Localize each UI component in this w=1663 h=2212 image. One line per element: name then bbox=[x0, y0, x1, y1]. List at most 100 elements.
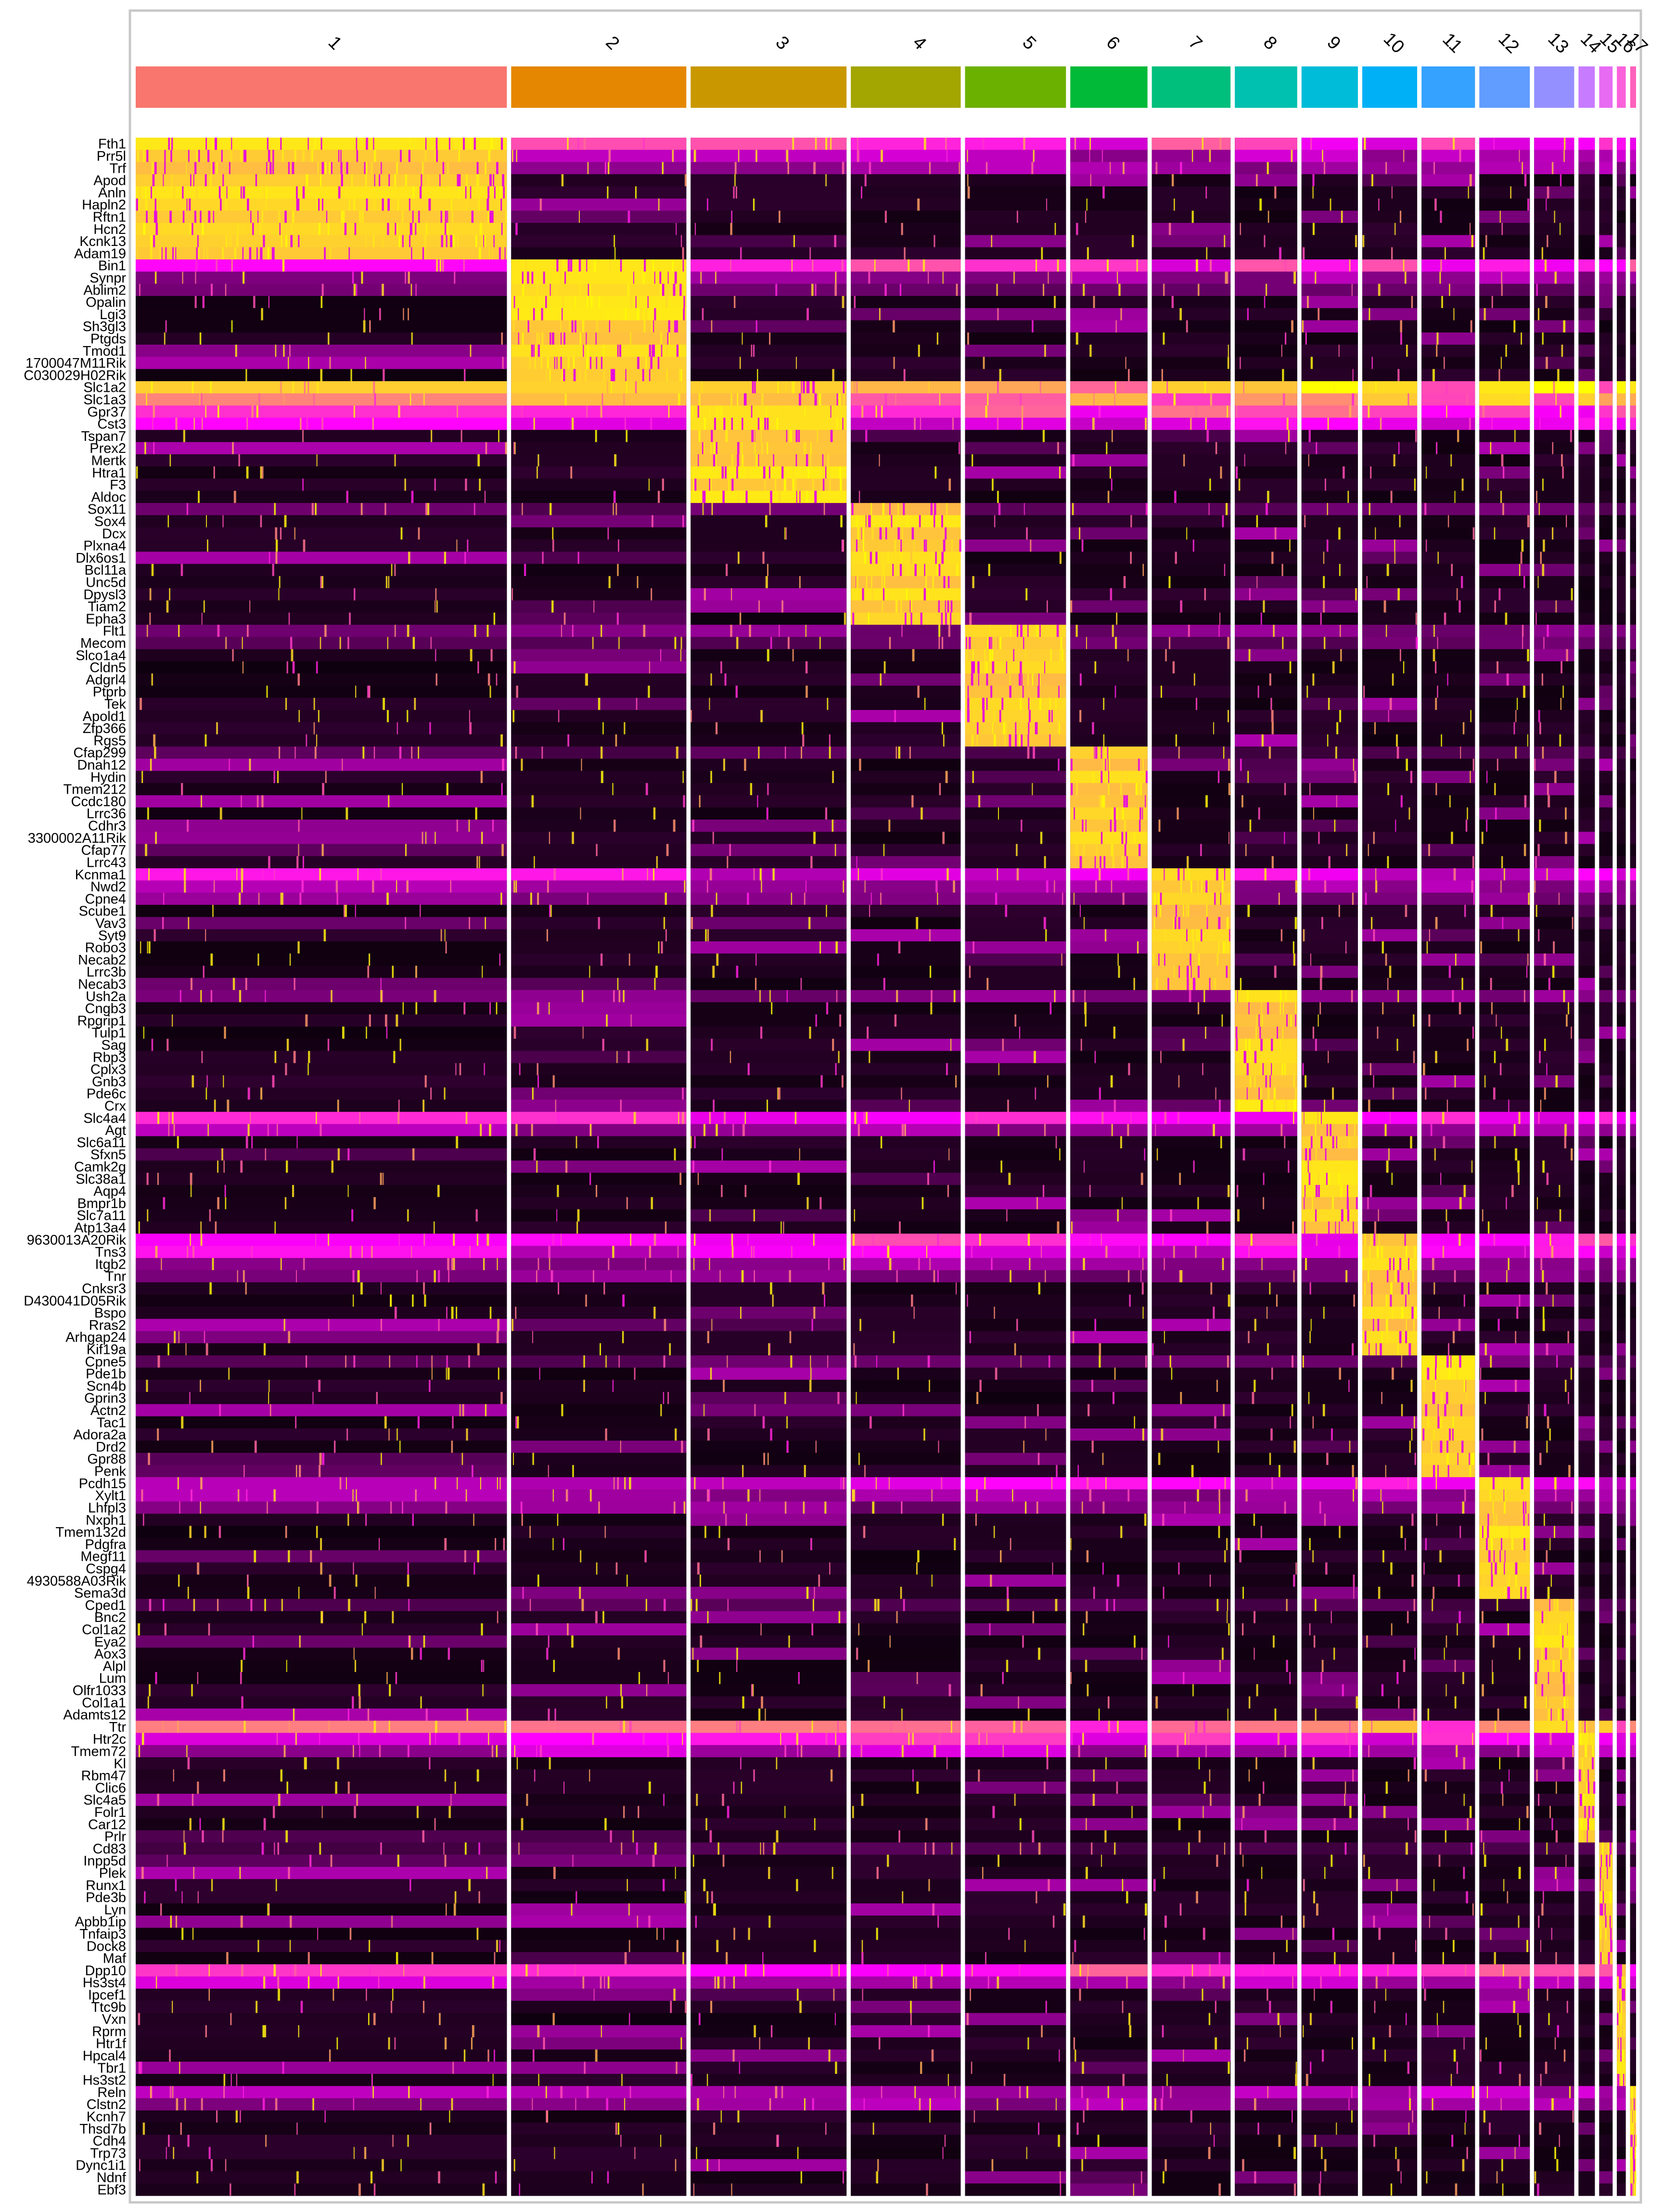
expression-streak bbox=[215, 138, 217, 150]
heatmap-cell-Pde6c-c16 bbox=[1617, 1087, 1626, 1100]
expression-streak bbox=[549, 905, 550, 917]
expression-streak bbox=[1324, 637, 1326, 649]
expression-streak bbox=[397, 186, 399, 199]
expression-streak bbox=[364, 138, 367, 150]
expression-streak bbox=[1334, 819, 1336, 832]
heatmap-cell-Mecom-c9 bbox=[1301, 637, 1358, 650]
expression-streak bbox=[315, 503, 317, 515]
expression-streak bbox=[146, 1172, 149, 1185]
heatmap-cell-Zfp366-c1 bbox=[136, 722, 507, 735]
expression-streak bbox=[1229, 929, 1230, 941]
expression-streak bbox=[924, 697, 926, 710]
expression-streak bbox=[1260, 1039, 1263, 1051]
expression-streak bbox=[396, 880, 397, 893]
heatmap-cell-Slc38a1-c7 bbox=[1151, 1172, 1231, 1185]
expression-streak bbox=[967, 174, 969, 187]
expression-streak bbox=[1560, 405, 1561, 418]
expression-streak bbox=[1382, 941, 1384, 954]
heatmap-cell-Bcl11a-c10 bbox=[1362, 564, 1418, 577]
heatmap-cell-Ccdc180-c3 bbox=[691, 795, 847, 808]
heatmap-cell-Ablim2-c2 bbox=[511, 283, 687, 296]
expression-streak bbox=[250, 1246, 253, 1258]
expression-streak bbox=[279, 746, 281, 759]
expression-streak bbox=[921, 807, 923, 820]
expression-streak bbox=[444, 223, 447, 235]
expression-streak bbox=[798, 430, 800, 442]
heatmap-cell-F3-c3 bbox=[691, 478, 847, 491]
heatmap-cell-Bcl11a-c11 bbox=[1421, 564, 1475, 577]
expression-streak bbox=[609, 320, 611, 333]
expression-streak bbox=[1285, 1099, 1287, 1112]
expression-streak bbox=[851, 503, 854, 515]
expression-streak bbox=[277, 771, 279, 783]
heatmap-cell-Atp13a4-c4 bbox=[851, 1221, 961, 1234]
heatmap-cell-Apod-c10 bbox=[1362, 174, 1418, 187]
expression-streak bbox=[505, 210, 507, 223]
expression-streak bbox=[407, 625, 409, 637]
heatmap-cell-Cplx3-c6 bbox=[1070, 1063, 1148, 1076]
expression-streak bbox=[1459, 1355, 1461, 1368]
expression-streak bbox=[527, 271, 529, 284]
expression-streak bbox=[1546, 1063, 1548, 1076]
expression-streak bbox=[1435, 917, 1438, 929]
heatmap-cell-Rgs5-c15 bbox=[1599, 734, 1613, 747]
expression-streak bbox=[1369, 1063, 1371, 1076]
heatmap-cell-Bcl11a-c16 bbox=[1617, 564, 1626, 577]
heatmap-cell-Rpgrip1-c17 bbox=[1630, 1014, 1636, 1027]
expression-streak bbox=[1046, 198, 1048, 211]
expression-streak bbox=[1267, 1002, 1269, 1015]
expression-streak bbox=[1222, 515, 1224, 527]
expression-streak bbox=[679, 283, 682, 296]
heatmap-cell-Cpne4-c10 bbox=[1362, 892, 1418, 905]
expression-streak bbox=[475, 1209, 478, 1222]
heatmap-cell-Rras2-c1 bbox=[136, 1319, 507, 1332]
heatmap-cell-Ush2a-c14 bbox=[1578, 990, 1595, 1003]
expression-streak bbox=[1216, 868, 1218, 881]
heatmap-cell-Fth1-c14 bbox=[1578, 138, 1595, 150]
expression-streak bbox=[1173, 1246, 1175, 1258]
expression-streak bbox=[793, 235, 795, 247]
heatmap-cell-3300002A11Rik-c15 bbox=[1599, 832, 1613, 845]
heatmap-cell-Cst3-c12 bbox=[1479, 417, 1530, 430]
heatmap-cell-Htra1-c8 bbox=[1235, 466, 1297, 479]
heatmap-cell-Hydin-c5 bbox=[965, 771, 1066, 784]
heatmap-cell-Tiam2-c9 bbox=[1301, 600, 1358, 613]
expression-streak bbox=[601, 771, 603, 783]
expression-streak bbox=[1049, 1355, 1050, 1368]
expression-streak bbox=[1391, 186, 1393, 199]
heatmap-cell-Dpysl3-c13 bbox=[1534, 588, 1574, 601]
expression-streak bbox=[1099, 405, 1100, 418]
heatmap-cell-Sfxn5-c17 bbox=[1630, 1148, 1636, 1161]
expression-streak bbox=[967, 697, 970, 710]
expression-streak bbox=[807, 381, 810, 394]
heatmap-cell-Unc5d-c14 bbox=[1578, 576, 1595, 589]
heatmap-cell-Cpne4-c4 bbox=[851, 892, 961, 905]
heatmap-cell-Necab2-c4 bbox=[851, 953, 961, 966]
expression-streak bbox=[562, 369, 563, 381]
expression-streak bbox=[225, 283, 227, 296]
heatmap-cell-1700047M11Rik-c13 bbox=[1534, 357, 1574, 370]
expression-streak bbox=[225, 637, 227, 649]
heatmap-cell-Dlx6os1-c9 bbox=[1301, 552, 1358, 565]
heatmap-cell-Cldn5-c17 bbox=[1630, 661, 1636, 674]
expression-streak bbox=[1371, 1282, 1373, 1295]
heatmap-cell-Cpne5-c3 bbox=[691, 1355, 847, 1368]
heatmap-cell-Kcnk13-c14 bbox=[1578, 235, 1595, 248]
heatmap-cell-Hapln2-c9 bbox=[1301, 198, 1358, 211]
expression-streak bbox=[1206, 880, 1209, 893]
expression-streak bbox=[678, 345, 681, 357]
heatmap-cell-Zfp366-c7 bbox=[1151, 722, 1231, 735]
expression-streak bbox=[731, 454, 734, 467]
heatmap-cell-Slc6a11-c13 bbox=[1534, 1136, 1574, 1149]
heatmap-cell-Gnb3-c12 bbox=[1479, 1075, 1530, 1088]
expression-streak bbox=[1028, 722, 1030, 734]
expression-streak bbox=[755, 977, 757, 990]
expression-streak bbox=[224, 1027, 226, 1039]
heatmap-cell-Lrrc43-c13 bbox=[1534, 856, 1574, 869]
expression-streak bbox=[941, 722, 943, 734]
expression-streak bbox=[1213, 722, 1215, 734]
expression-streak bbox=[1247, 308, 1249, 321]
expression-streak bbox=[678, 1112, 679, 1124]
heatmap-cell-Ccdc180-c9 bbox=[1301, 795, 1358, 808]
expression-streak bbox=[1305, 1148, 1307, 1161]
